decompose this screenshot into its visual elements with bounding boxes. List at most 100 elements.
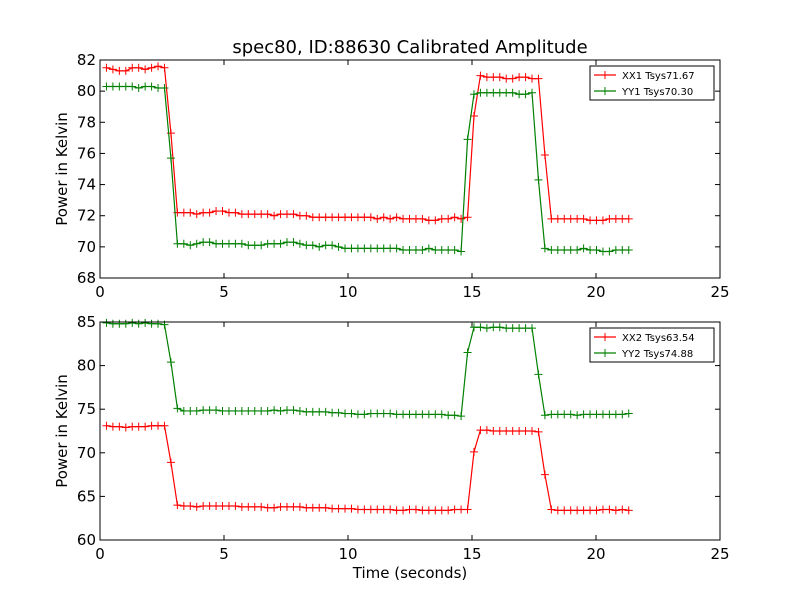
- data-point: [121, 66, 130, 75]
- data-point: [540, 470, 549, 479]
- data-point: [424, 244, 433, 253]
- data-point: [289, 406, 298, 415]
- data-point: [231, 208, 240, 217]
- bottom-panel: 0 5 10 15 20 25 60 65 70 75 80 85 Power in Kelvin Tim…: [53, 313, 730, 582]
- x-tick-label: 5: [219, 545, 229, 563]
- data-point: [528, 324, 537, 333]
- data-point: [431, 216, 440, 225]
- data-point: [141, 422, 150, 431]
- data-point: [463, 213, 472, 222]
- data-point: [592, 506, 601, 515]
- x-tick-label: 0: [95, 283, 105, 301]
- data-point: [166, 154, 175, 163]
- data-point: [263, 406, 272, 415]
- x-tick-label: 10: [338, 283, 357, 301]
- data-point: [295, 502, 304, 511]
- data-point: [192, 239, 201, 248]
- data-point: [147, 63, 156, 72]
- data-point: [579, 244, 588, 253]
- data-point: [108, 65, 117, 74]
- data-point: [605, 247, 614, 256]
- data-point: [624, 409, 633, 418]
- data-point: [528, 88, 537, 97]
- y-tick-label: 82: [77, 51, 96, 69]
- x-tick-label: 25: [710, 545, 729, 563]
- legend: XX1 Tsys71.67 YY1 Tsys70.30: [589, 65, 715, 101]
- data-point: [450, 245, 459, 254]
- y-tick-label: 80: [77, 82, 96, 100]
- data-point: [289, 238, 298, 247]
- data-point: [173, 404, 182, 413]
- y-tick-label: 76: [77, 144, 96, 162]
- data-point: [598, 216, 607, 225]
- data-point: [360, 410, 369, 419]
- data-point: [173, 501, 182, 510]
- legend-marker: [601, 71, 609, 79]
- legend-marker: [601, 87, 609, 95]
- data-point: [399, 506, 408, 515]
- data-point: [134, 84, 143, 93]
- data-point: [521, 73, 530, 82]
- data-point: [270, 211, 279, 220]
- data-point: [141, 65, 150, 74]
- data-point: [237, 239, 246, 248]
- data-point: [212, 406, 221, 415]
- data-point: [469, 90, 478, 99]
- legend-entry: YY1 Tsys70.30: [621, 87, 693, 98]
- data-point: [579, 214, 588, 223]
- y-tick-label: 65: [77, 487, 96, 505]
- data-point: [186, 241, 195, 250]
- data-point: [444, 506, 453, 515]
- y-axis-label: Power in Kelvin: [53, 374, 71, 488]
- data-point: [495, 73, 504, 82]
- data-point: [270, 406, 279, 415]
- data-point: [328, 241, 337, 250]
- data-point: [392, 213, 401, 222]
- top-panel: 0 5 10 15 20 25 68 70 72 74 76 78 80 82 Power in Kelvi…: [53, 51, 730, 301]
- data-point: [121, 423, 130, 432]
- data-point: [160, 63, 169, 72]
- data-point: [469, 447, 478, 456]
- data-point: [573, 411, 582, 420]
- x-tick-label: 20: [586, 283, 605, 301]
- data-point: [624, 506, 633, 515]
- data-point: [457, 412, 466, 421]
- data-point: [521, 90, 530, 99]
- data-point: [476, 71, 485, 80]
- data-point: [128, 82, 137, 91]
- data-point: [347, 409, 356, 418]
- data-point: [540, 244, 549, 253]
- data-point: [411, 505, 420, 514]
- data-point: [334, 408, 343, 417]
- data-point: [444, 214, 453, 223]
- data-point: [437, 410, 446, 419]
- data-point: [605, 505, 614, 514]
- axes-frame: [99, 59, 721, 279]
- data-point: [540, 150, 549, 159]
- data-point: [534, 175, 543, 184]
- data-point: [270, 503, 279, 512]
- data-point: [386, 409, 395, 418]
- data-point: [154, 62, 163, 71]
- data-point: [263, 210, 272, 219]
- data-point: [205, 238, 214, 247]
- data-point: [154, 319, 163, 328]
- data-point: [205, 208, 214, 217]
- legend-box: [589, 65, 715, 101]
- legend-marker: [601, 349, 609, 357]
- x-tick-label: 20: [586, 545, 605, 563]
- data-point: [321, 407, 330, 416]
- y-axis-label: Power in Kelvin: [53, 112, 71, 226]
- data-point: [534, 427, 543, 436]
- y-tick-label: 72: [77, 207, 96, 225]
- data-point: [134, 319, 143, 328]
- data-point: [528, 427, 537, 435]
- y-tick-label: 80: [77, 357, 96, 375]
- y-tick-label: 75: [77, 400, 96, 418]
- data-point: [618, 410, 627, 419]
- data-point: [366, 213, 375, 222]
- y-tick-label: 60: [77, 531, 96, 549]
- data-point: [289, 210, 298, 219]
- data-point: [624, 245, 633, 254]
